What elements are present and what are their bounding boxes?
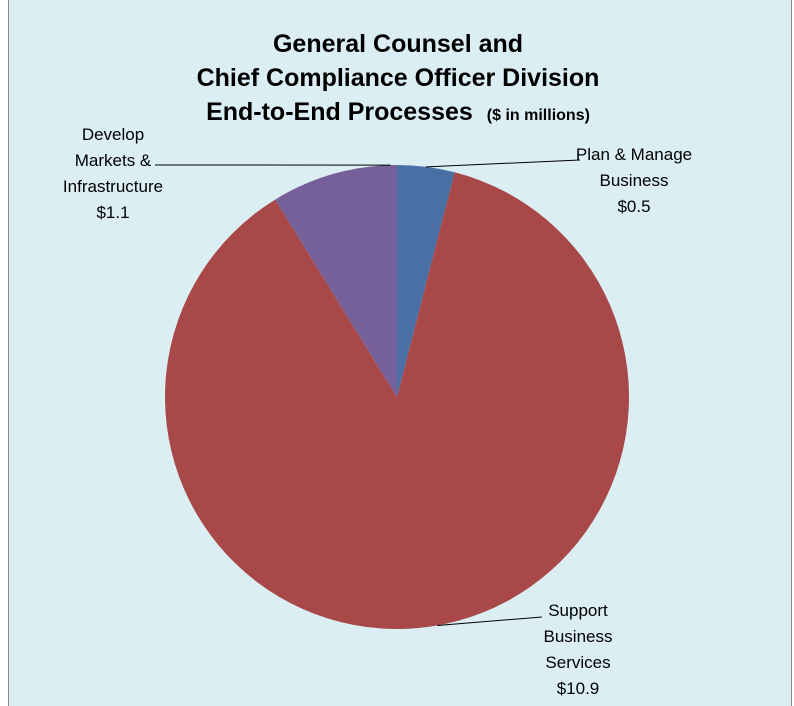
slice-value-label-plan-manage-business: $0.5	[617, 197, 650, 216]
slice-category-label-develop-markets-infrastructure: Develop	[82, 125, 144, 144]
slice-value-label-support-business-services: $10.9	[557, 679, 600, 698]
chart-title-line-1: General Counsel and	[273, 30, 523, 58]
chart-title: General Counsel and Chief Compliance Off…	[197, 30, 600, 126]
leader-line-support-business-services	[437, 616, 543, 626]
slice-labels: Plan & Manage Business $0.5 Support Business…	[63, 125, 692, 698]
slice-category-label-plan-manage-business: Business	[600, 171, 669, 190]
chart-title-line-2: Chief Compliance Officer Division	[197, 64, 600, 92]
pie-slices	[164, 165, 629, 630]
slice-category-label-support-business-services: Support	[548, 601, 608, 620]
slice-category-label-develop-markets-infrastructure: Markets &	[75, 151, 152, 170]
slice-category-label-develop-markets-infrastructure: Infrastructure	[63, 177, 163, 196]
slice-support-business-services	[164, 172, 629, 630]
chart-title-line-3: End-to-End Processes	[206, 98, 473, 126]
slice-category-label-support-business-services: Services	[545, 653, 610, 672]
slice-category-label-plan-manage-business: Plan & Manage	[576, 145, 692, 164]
slice-value-label-develop-markets-infrastructure: $1.1	[96, 203, 129, 222]
leader-lines	[154, 159, 581, 626]
svg-text:End-to-End Processes ($: End-to-End Processes ($ in millions)	[206, 98, 590, 126]
leader-line-plan-manage-business	[426, 159, 581, 168]
slice-plan-manage-business	[397, 165, 455, 397]
chart-subtitle: ($ in millions)	[487, 107, 590, 124]
slice-category-label-support-business-services: Business	[544, 627, 613, 646]
slice-develop-markets-infrastructure	[275, 165, 397, 397]
